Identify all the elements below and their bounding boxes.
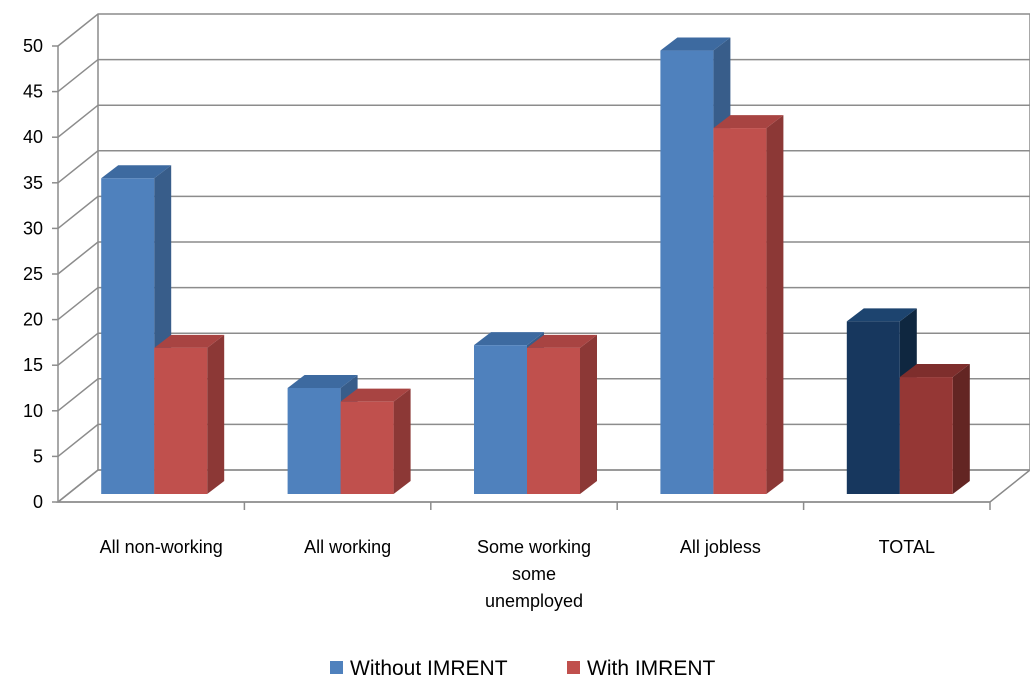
bar-top xyxy=(660,37,731,51)
y-tick-label: 15 xyxy=(23,355,43,375)
y-tick-label: 0 xyxy=(33,492,43,512)
y-tick-label: 5 xyxy=(33,446,43,466)
bar-front xyxy=(713,128,767,494)
legend-item: Without IMRENT xyxy=(330,657,508,680)
bar xyxy=(154,334,225,494)
y-tick-label: 45 xyxy=(23,82,43,102)
bar-top xyxy=(899,364,970,378)
bar xyxy=(340,388,411,494)
x-tick-label: All working xyxy=(304,537,391,557)
bar-front xyxy=(287,388,341,494)
bar-front xyxy=(527,347,580,494)
bar-top xyxy=(101,165,172,179)
bar-side xyxy=(393,388,411,494)
bar-top xyxy=(474,332,544,346)
bar-side xyxy=(952,364,970,494)
gridline xyxy=(57,58,1030,93)
y-tick-label: 30 xyxy=(23,218,43,238)
legend-label: With IMRENT xyxy=(587,657,716,680)
bar-side xyxy=(207,334,225,494)
y-tick-label: 40 xyxy=(23,127,43,147)
bar-top xyxy=(527,334,597,348)
x-tick-label-line: unemployed xyxy=(485,591,583,611)
legend-swatch xyxy=(567,661,580,674)
bar xyxy=(527,334,597,494)
x-tick-label-line: All non-working xyxy=(100,537,223,557)
x-tick-label-line: some xyxy=(512,564,556,584)
bar-top xyxy=(340,388,411,402)
bar-top xyxy=(287,375,358,388)
x-tick-label: TOTAL xyxy=(879,537,935,557)
bar-front xyxy=(899,377,953,494)
y-tick-label: 10 xyxy=(23,401,43,421)
y-tick-labels: 0 5 10 15 20 25 30 35 40 45 50 xyxy=(23,36,58,512)
x-tick-label: All jobless xyxy=(680,537,761,557)
bar-side xyxy=(580,334,597,494)
y-tick-label: 50 xyxy=(23,36,43,56)
bar-front xyxy=(474,345,527,494)
bar-front xyxy=(154,347,208,494)
x-tick-labels: All non-working All working Some working so… xyxy=(100,537,935,611)
x-tick-label: Some working some unemployed xyxy=(477,537,591,611)
bar-front xyxy=(101,178,155,495)
legend-item: With IMRENT xyxy=(567,657,716,680)
bar-side xyxy=(766,115,784,494)
gridline xyxy=(57,241,1030,275)
y-tick-label: 25 xyxy=(23,264,43,284)
bar-front xyxy=(340,401,394,494)
x-tick-label-line: TOTAL xyxy=(879,537,935,557)
gridline xyxy=(57,13,1030,47)
gridline xyxy=(57,104,1030,138)
y-tick-label: 35 xyxy=(23,173,43,193)
bar-top xyxy=(154,334,225,348)
bar-top xyxy=(846,308,917,322)
legend-label: Without IMRENT xyxy=(350,657,508,680)
gridline xyxy=(57,195,1030,229)
x-tick-label: All non-working xyxy=(100,537,223,557)
x-tick-label-line: Some working xyxy=(477,537,591,557)
bars xyxy=(101,37,970,495)
bar xyxy=(713,115,784,494)
bar-front xyxy=(846,321,900,494)
legend: Without IMRENT With IMRENT xyxy=(330,657,716,680)
legend-swatch xyxy=(330,661,343,674)
bar xyxy=(899,364,970,494)
y-tick-label: 20 xyxy=(23,310,43,330)
x-tick-label-line: All jobless xyxy=(680,537,761,557)
gridline xyxy=(57,150,1030,184)
bar-top xyxy=(713,115,784,129)
bar-front xyxy=(660,50,714,495)
x-tick-label-line: All working xyxy=(304,537,391,557)
